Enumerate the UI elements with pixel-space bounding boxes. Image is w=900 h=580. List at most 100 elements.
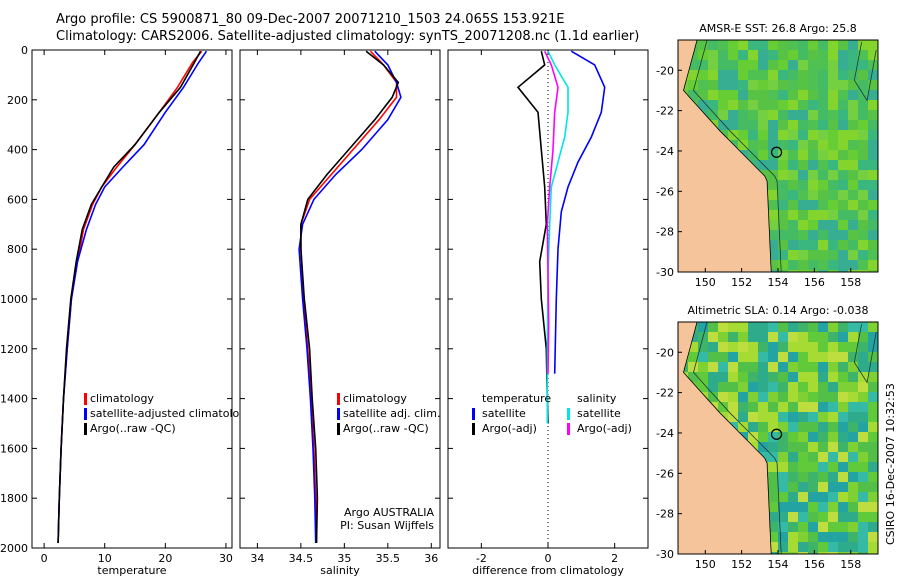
x-tick-label: -2 (476, 552, 487, 565)
field-cell (798, 552, 808, 554)
field-cell (848, 472, 858, 482)
field-cell (868, 70, 878, 80)
field-cell (738, 40, 748, 50)
y-tick-label: -24 (656, 427, 674, 440)
field-cell (868, 372, 878, 382)
field-cell (818, 512, 828, 522)
field-cell (858, 472, 868, 482)
field-cell (798, 60, 808, 70)
field-cell (868, 110, 878, 120)
field-cell (828, 260, 838, 270)
field-cell (718, 120, 728, 130)
field-cell (778, 80, 788, 90)
y-tick-label: 1000 (0, 293, 28, 306)
field-cell (828, 552, 838, 554)
x-tick-label: 158 (840, 558, 861, 571)
field-cell (748, 50, 758, 60)
field-cell (828, 60, 838, 70)
field-cell (788, 362, 798, 372)
series-line-0 (300, 50, 398, 544)
x-axis-label: difference from climatology (472, 564, 624, 577)
field-cell (718, 332, 728, 342)
field-cell (718, 362, 728, 372)
field-cell (798, 120, 808, 130)
field-cell (748, 422, 758, 432)
field-cell (768, 40, 778, 50)
field-cell (698, 382, 708, 392)
field-cell (778, 150, 788, 160)
x-tick-label: 35 (337, 552, 351, 565)
field-cell (838, 482, 848, 492)
field-cell (748, 80, 758, 90)
field-cell (748, 60, 758, 70)
field-cell (698, 372, 708, 382)
reef-outline (853, 41, 877, 102)
field-cell (858, 250, 868, 260)
field-cell (778, 382, 788, 392)
field-cell (828, 462, 838, 472)
field-cell (828, 270, 838, 272)
field-cell (698, 362, 708, 372)
legend-label: Argo(..raw -QC) (90, 422, 176, 435)
field-cell (768, 170, 778, 180)
field-cell (848, 190, 858, 200)
field-cell (798, 522, 808, 532)
field-cell (758, 70, 768, 80)
field-cell (758, 342, 768, 352)
x-tick-label: 20 (158, 552, 172, 565)
field-cell (838, 230, 848, 240)
field-cell (868, 382, 878, 392)
field-cell (788, 472, 798, 482)
x-tick-label: 36 (424, 552, 438, 565)
field-cell (828, 342, 838, 352)
field-cell (838, 210, 848, 220)
y-tick-label: -22 (656, 387, 674, 400)
field-cell (748, 382, 758, 392)
series-line-1 (298, 50, 402, 544)
field-cell (798, 40, 808, 50)
field-cell (768, 110, 778, 120)
field-cell (768, 190, 778, 200)
x-tick-label: 150 (695, 276, 716, 289)
field-cell (718, 372, 728, 382)
field-cell (768, 462, 778, 472)
field-cell (808, 80, 818, 90)
field-cell (798, 442, 808, 452)
field-cell (808, 332, 818, 342)
field-cell (778, 60, 788, 70)
field-cell (788, 140, 798, 150)
field-cell (698, 80, 708, 90)
field-cell (768, 200, 778, 210)
x-tick-label: 0 (41, 552, 48, 565)
field-cell (768, 422, 778, 432)
field-cell (838, 190, 848, 200)
y-tick-label: -26 (656, 467, 674, 480)
field-cell (708, 392, 718, 402)
field-cell (768, 362, 778, 372)
field-cell (838, 412, 848, 422)
field-cell (798, 492, 808, 502)
field-cell (848, 382, 858, 392)
field-cell (738, 392, 748, 402)
y-tick-label: -26 (656, 185, 674, 198)
field-cell (788, 150, 798, 160)
field-cell (738, 140, 748, 150)
field-cell (768, 512, 778, 522)
map-field (678, 40, 878, 272)
field-cell (768, 532, 778, 542)
field-cell (778, 40, 788, 50)
field-cell (848, 240, 858, 250)
field-cell (748, 150, 758, 160)
field-cell (768, 160, 778, 170)
field-cell (808, 40, 818, 50)
field-cell (828, 402, 838, 412)
legend-label: climatology (90, 392, 154, 405)
x-axis-label: temperature (97, 564, 166, 577)
field-cell (768, 412, 778, 422)
y-tick-label: -20 (656, 346, 674, 359)
y-tick-label: 2000 (0, 542, 28, 555)
y-tick-label: 0 (21, 44, 28, 57)
field-cell (738, 342, 748, 352)
field-cell (738, 352, 748, 362)
field-cell (788, 40, 798, 50)
